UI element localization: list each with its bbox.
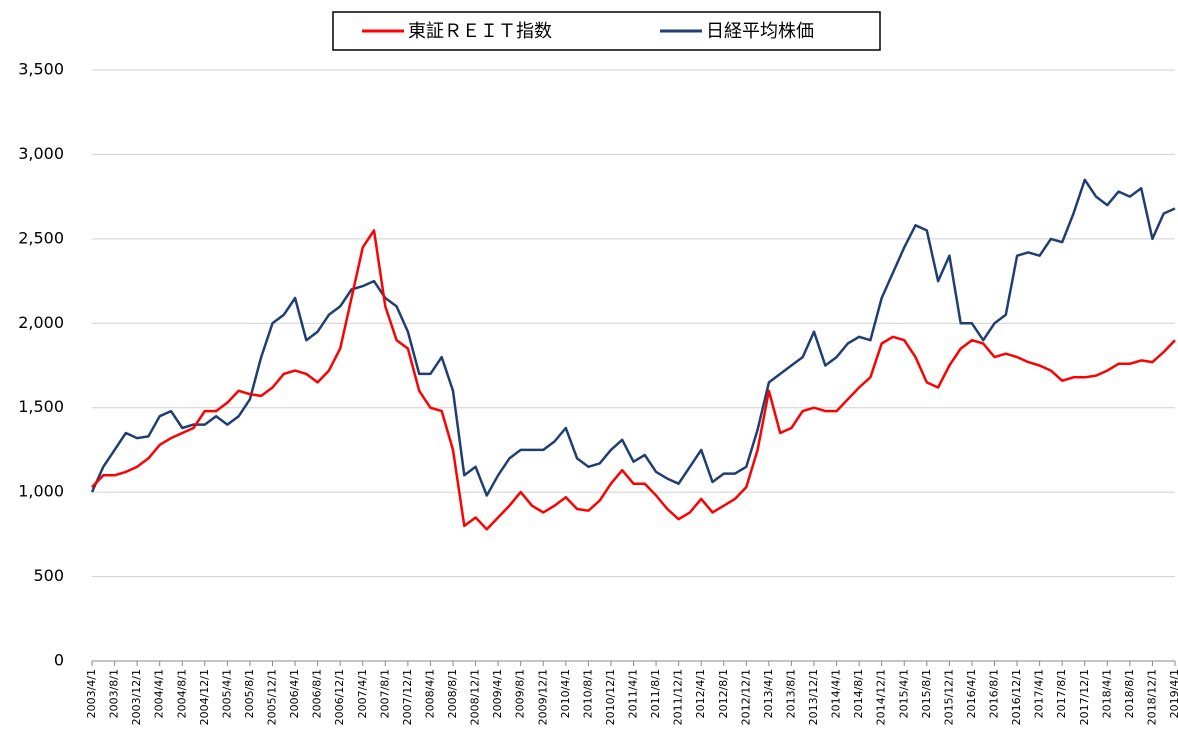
x-tick-label: 2005/12/1 xyxy=(266,669,279,725)
x-tick-label: 2015/8/1 xyxy=(920,669,933,718)
x-tick-label: 2012/12/1 xyxy=(739,669,752,725)
x-tick-label: 2017/8/1 xyxy=(1055,669,1068,718)
x-tick-label: 2005/8/1 xyxy=(243,669,256,718)
x-tick-label: 2009/4/1 xyxy=(491,669,504,718)
legend-label: 日経平均株価 xyxy=(706,21,814,42)
x-tick-label: 2017/12/1 xyxy=(1078,669,1091,725)
x-tick-label: 2014/12/1 xyxy=(875,669,888,725)
x-tick-label: 2014/8/1 xyxy=(852,669,865,718)
x-tick-label: 2011/4/1 xyxy=(627,669,640,718)
x-tick-label: 2003/8/1 xyxy=(108,669,121,718)
x-tick-label: 2018/12/1 xyxy=(1145,669,1158,725)
x-tick-label: 2013/8/1 xyxy=(784,669,797,718)
x-tick-label: 2004/12/1 xyxy=(198,669,211,725)
x-tick-label: 2008/12/1 xyxy=(469,669,482,725)
x-tick-label: 2007/4/1 xyxy=(356,669,369,718)
legend-box xyxy=(332,11,881,51)
y-tick-label: 500 xyxy=(33,566,64,585)
x-tick-label: 2013/4/1 xyxy=(762,669,775,718)
y-tick-label: 2,500 xyxy=(18,228,64,247)
legend-label: 東証ＲＥＩＴ指数 xyxy=(408,21,552,42)
x-tick-label: 2006/8/1 xyxy=(311,669,324,718)
x-tick-label: 2004/8/1 xyxy=(175,669,188,718)
y-tick-label: 1,500 xyxy=(18,397,64,416)
x-tick-label: 2008/8/1 xyxy=(446,669,459,718)
y-tick-label: 3,500 xyxy=(18,60,64,79)
series-line xyxy=(91,229,1176,531)
x-tick-label: 2010/8/1 xyxy=(581,669,594,718)
x-tick-label: 2018/8/1 xyxy=(1123,669,1136,718)
x-tick-label: 2016/12/1 xyxy=(1010,669,1023,725)
x-tick-label: 2003/4/1 xyxy=(85,669,98,718)
x-tick-label: 2004/4/1 xyxy=(153,669,166,718)
x-tick-label: 2013/12/1 xyxy=(807,669,820,725)
x-tick-label: 2017/4/1 xyxy=(1033,669,1046,718)
y-tick-label: 2,000 xyxy=(18,313,64,332)
x-tick-label: 2010/12/1 xyxy=(604,669,617,725)
x-tick-label: 2018/4/1 xyxy=(1100,669,1113,718)
x-tick-label: 2015/4/1 xyxy=(897,669,910,718)
x-tick-label: 2012/8/1 xyxy=(717,669,730,718)
y-tick-label: 3,000 xyxy=(18,144,64,163)
x-tick-label: 2007/8/1 xyxy=(378,669,391,718)
y-tick-label: 1,000 xyxy=(18,482,64,501)
x-tick-label: 2005/4/1 xyxy=(220,669,233,718)
x-tick-label: 2016/8/1 xyxy=(988,669,1001,718)
x-tick-label: 2009/8/1 xyxy=(514,669,527,718)
x-tick-label: 2007/12/1 xyxy=(401,669,414,725)
x-tick-label: 2015/12/1 xyxy=(942,669,955,725)
x-tick-label: 2011/8/1 xyxy=(649,669,662,718)
x-tick-label: 2012/4/1 xyxy=(694,669,707,718)
x-tick-label: 2011/12/1 xyxy=(672,669,685,725)
x-tick-label: 2014/4/1 xyxy=(830,669,843,718)
x-tick-label: 2019/4/1 xyxy=(1168,669,1178,718)
x-tick-label: 2006/12/1 xyxy=(333,669,346,725)
x-tick-label: 2010/4/1 xyxy=(559,669,572,718)
x-tick-label: 2009/12/1 xyxy=(536,669,549,725)
y-tick-label: 0 xyxy=(54,651,64,670)
x-tick-label: 2008/4/1 xyxy=(423,669,436,718)
x-tick-label: 2016/4/1 xyxy=(965,669,978,718)
x-tick-label: 2006/4/1 xyxy=(288,669,301,718)
series-line xyxy=(90,178,1176,497)
x-tick-label: 2003/12/1 xyxy=(130,669,143,725)
